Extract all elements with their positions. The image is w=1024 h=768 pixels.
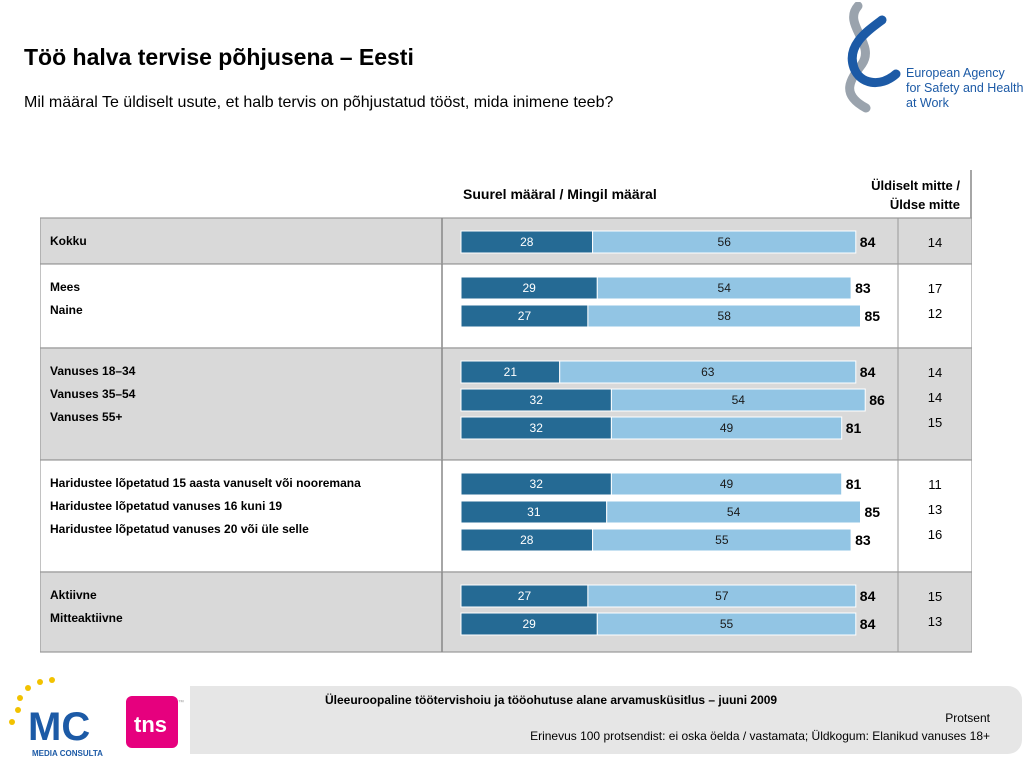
side-value: 16	[927, 527, 943, 542]
bar-total-label: 83	[855, 532, 871, 548]
side-value: 12	[927, 306, 943, 321]
logo-line: at Work	[906, 96, 949, 110]
eu-osha-logo	[845, 2, 901, 113]
column-header-side: Üldiselt mitte / Üldse mitte	[800, 176, 960, 214]
bar-value-label: 31	[527, 505, 541, 519]
side-value: 14	[927, 235, 943, 250]
bar-value-label: 32	[530, 393, 544, 407]
row-label: Vanuses 35–54	[50, 387, 136, 401]
bar-value-label: 21	[504, 365, 518, 379]
page-title: Töö halva tervise põhjusena – Eesti	[24, 44, 414, 70]
bar-segment-some	[587, 584, 857, 608]
bar-total-label: 81	[846, 476, 862, 492]
star-icon	[9, 677, 55, 725]
mc-letters: MC	[28, 705, 90, 749]
logo-ribbon-icon	[847, 15, 901, 87]
row-label: Haridustee lõpetatud 15 aasta vanuselt v…	[50, 476, 361, 490]
bar-segment-some	[606, 500, 862, 524]
logo-ribbon-icon	[845, 2, 871, 113]
bar-segment-some	[610, 472, 843, 496]
bar-value-label: 55	[715, 533, 729, 547]
bar-segment-some	[592, 528, 852, 552]
bar-value-label: 54	[727, 505, 741, 519]
bar-segment-some	[559, 360, 857, 384]
group-band	[40, 571, 972, 653]
footer-box: Üleeuroopaline töötervishoiu ja tööohutu…	[190, 686, 1022, 754]
tns-square	[126, 696, 178, 748]
logo-line: for Safety and Health	[906, 81, 1024, 95]
bar-total-label: 83	[855, 280, 871, 296]
bar-segment-some	[596, 276, 852, 300]
bar-total-label: 85	[865, 504, 881, 520]
bar-value-label: 28	[520, 533, 534, 547]
bar-value-label: 29	[522, 617, 536, 631]
media-consulta-logo: MC MEDIA CONSULTA	[9, 677, 103, 758]
footer-note: Erinevus 100 protsendist: ei oska öelda …	[530, 729, 990, 743]
logo-text: European Agency for Safety and Health at…	[906, 66, 1023, 111]
bar-value-label: 49	[720, 421, 734, 435]
mc-caption: MEDIA CONSULTA	[32, 749, 103, 758]
row-label: Vanuses 18–34	[50, 364, 136, 378]
row-label: Vanuses 55+	[50, 410, 123, 424]
bar-total-label: 86	[869, 392, 885, 408]
bar-value-label: 54	[732, 393, 746, 407]
bar-value-label: 49	[720, 477, 734, 491]
side-value: 13	[927, 502, 943, 517]
bar-value-label: 58	[718, 309, 732, 323]
row-label: Naine	[50, 303, 83, 317]
side-value: 14	[927, 390, 943, 405]
bar-total-label: 84	[860, 234, 876, 250]
tns-logo: tns ™	[126, 696, 184, 748]
bar-total-label: 84	[860, 616, 876, 632]
side-value: 15	[927, 589, 943, 604]
column-header-side-line: Üldse mitte	[889, 197, 960, 212]
bar-segment-some	[610, 388, 866, 412]
side-value: 15	[927, 415, 943, 430]
side-value: 17	[927, 281, 943, 296]
bar-value-label: 32	[530, 421, 544, 435]
bar-total-label: 85	[865, 308, 881, 324]
logo-line: European Agency	[906, 66, 1005, 80]
tns-trademark: ™	[178, 699, 184, 706]
tns-text: tns	[134, 712, 167, 737]
bar-segment-some	[596, 612, 857, 636]
bar-value-label: 27	[518, 589, 532, 603]
bar-value-label: 63	[701, 365, 715, 379]
bar-value-label: 55	[720, 617, 734, 631]
row-label: Mitteaktiivne	[50, 611, 123, 625]
bar-value-label: 32	[530, 477, 544, 491]
stacked-bar-chart: 28 56 84 29 54 83 27 58 85 21 63 84 32 54 86 32 49 81 32 49…	[40, 170, 972, 653]
side-value: 13	[927, 614, 943, 629]
bar-value-label: 56	[718, 235, 732, 249]
bar-total-label: 81	[846, 420, 862, 436]
bar-total-label: 84	[860, 588, 876, 604]
bar-segment-some	[587, 304, 862, 328]
side-value: 11	[928, 477, 942, 492]
bar-value-label: 28	[520, 235, 534, 249]
page-subtitle: Mil määral Te üldiselt usute, et halb te…	[24, 94, 614, 111]
bar-segment-some	[610, 416, 843, 440]
column-header-main: Suurel määral / Mingil määral	[463, 186, 657, 202]
bar-value-label: 27	[518, 309, 532, 323]
row-label: Aktiivne	[50, 588, 97, 602]
bar-value-label: 54	[718, 281, 732, 295]
footer-unit: Protsent	[945, 711, 990, 725]
footer-survey: Üleeuroopaline töötervishoiu ja tööohutu…	[325, 693, 778, 707]
side-value: 14	[927, 365, 943, 380]
column-header-side-line: Üldiselt mitte /	[871, 178, 960, 193]
row-label: Haridustee lõpetatud vanuses 16 kuni 19	[50, 499, 283, 513]
bar-value-label: 29	[522, 281, 536, 295]
bar-segment-some	[592, 230, 857, 254]
row-label: Haridustee lõpetatud vanuses 20 või üle …	[50, 522, 309, 536]
row-label: Kokku	[50, 234, 87, 248]
row-label: Mees	[50, 280, 81, 294]
bar-total-label: 84	[860, 364, 876, 380]
bar-value-label: 57	[715, 589, 729, 603]
